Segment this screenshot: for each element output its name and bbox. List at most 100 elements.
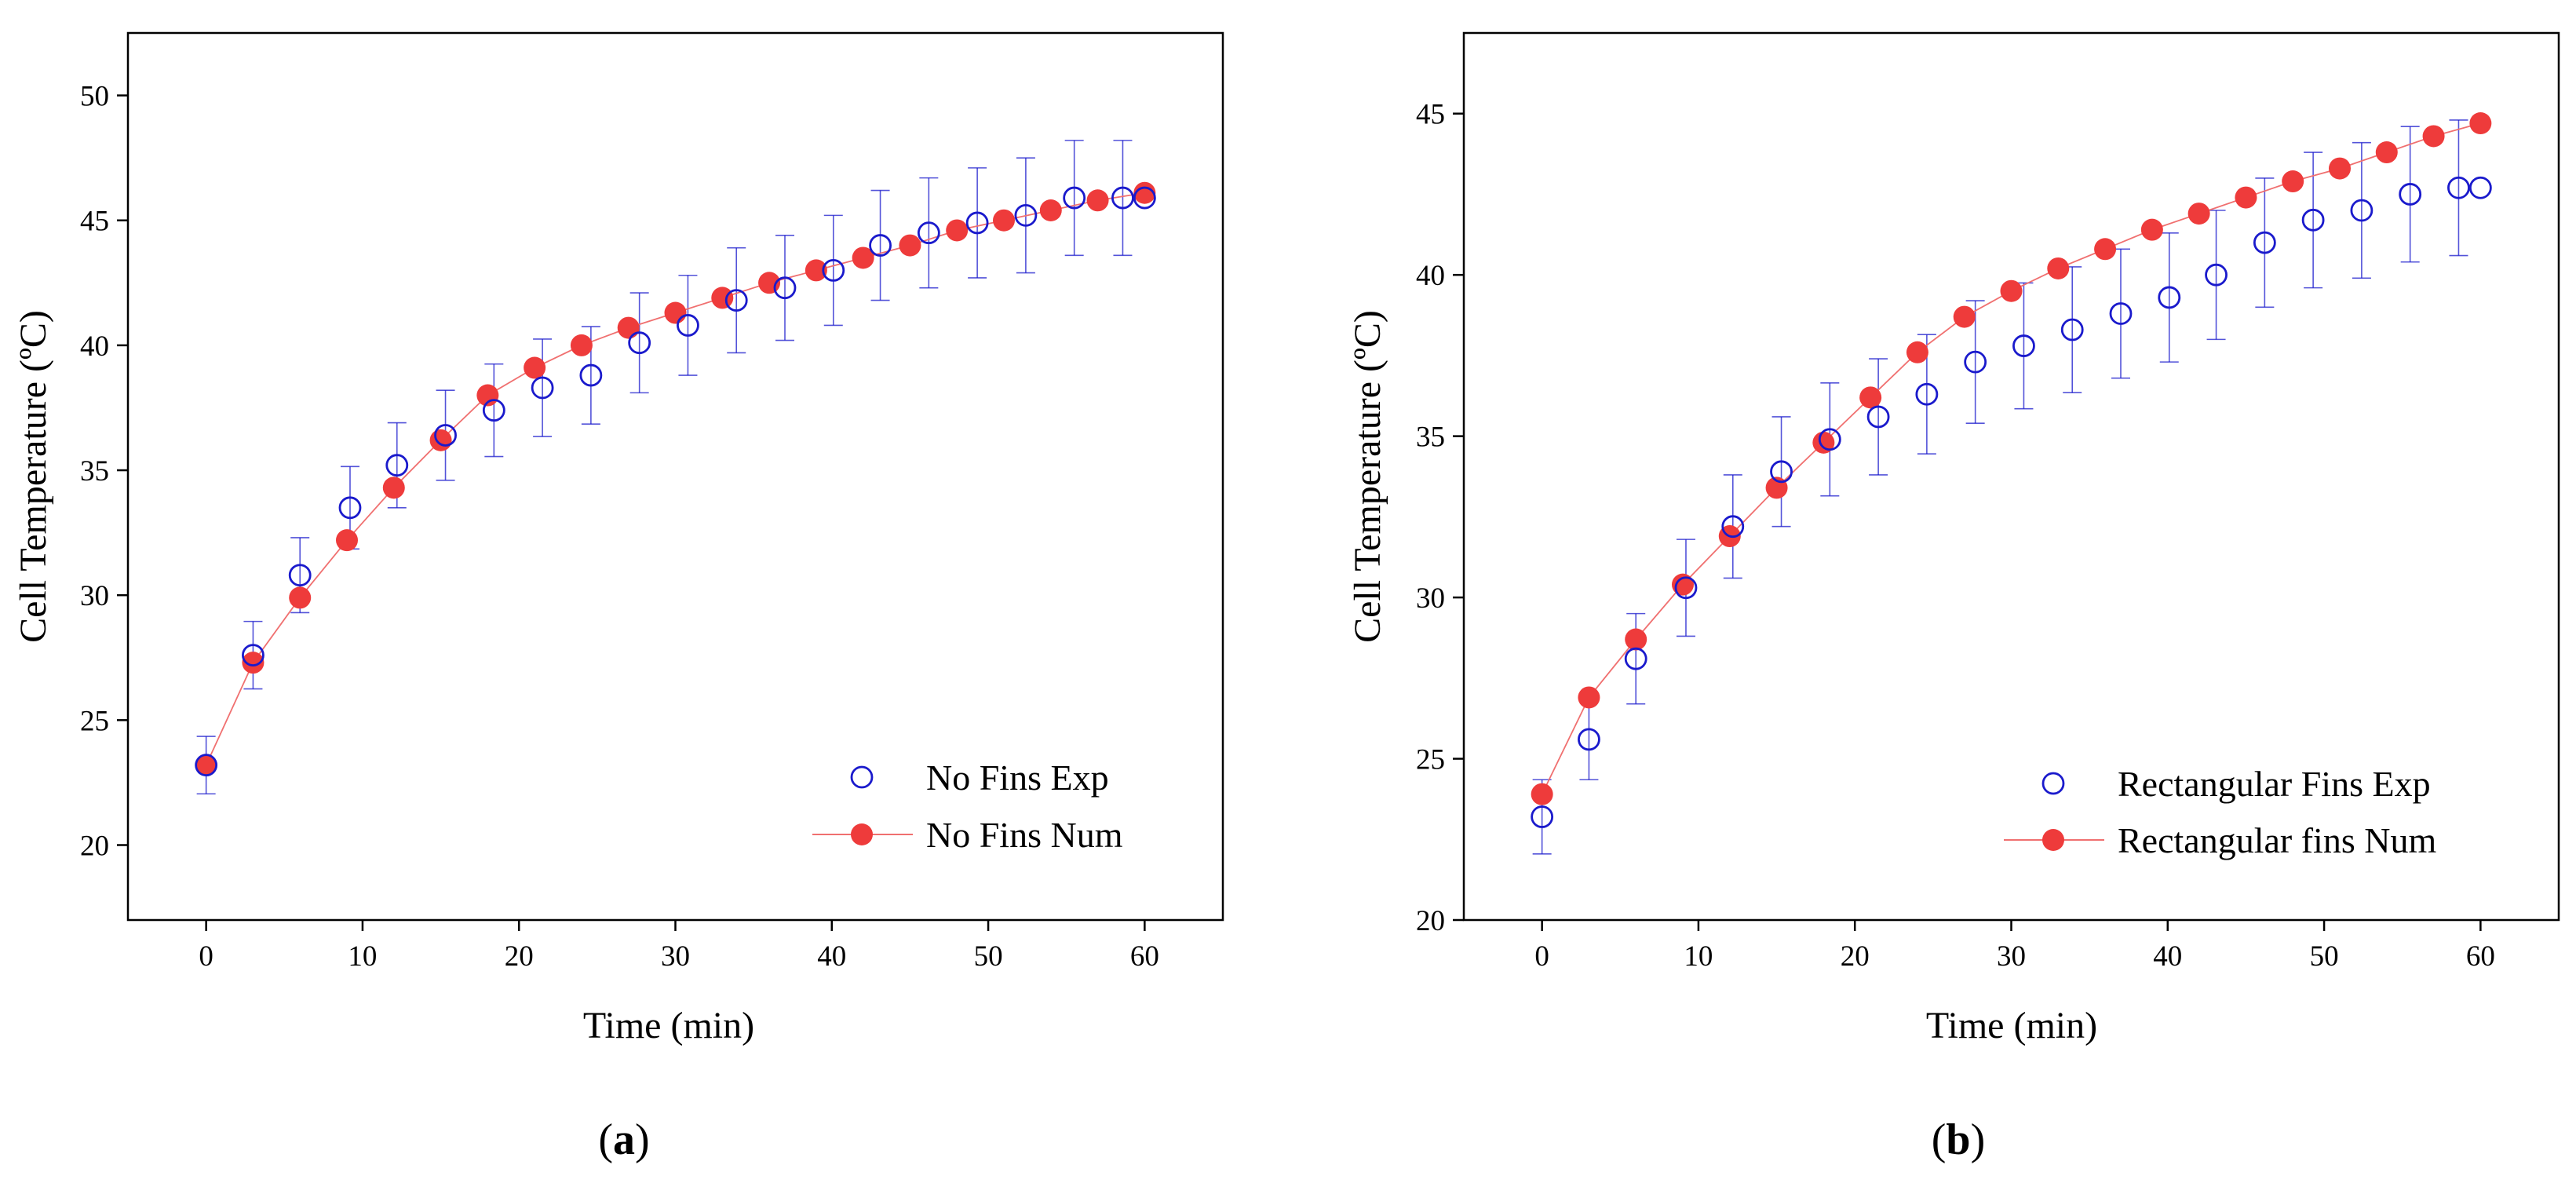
num-point — [852, 246, 874, 269]
axes-b: 0 10 20 30 40 50 60 20 25 30 35 40 45 — [1416, 99, 2495, 973]
y-tick-label: 50 — [80, 81, 109, 113]
num-series-a — [195, 181, 1156, 776]
exp-point — [1964, 350, 1987, 374]
legend-num-marker-a — [851, 823, 873, 845]
y-tick-label: 25 — [80, 705, 109, 737]
y-tick-label: 30 — [80, 580, 109, 612]
x-tick-label: 50 — [2310, 940, 2339, 973]
error-bar — [823, 214, 843, 327]
exp-point — [724, 289, 748, 312]
error-bar — [2304, 152, 2323, 289]
num-point — [2047, 257, 2070, 279]
num-point — [1578, 686, 1600, 709]
num-point — [664, 301, 687, 324]
error-bar — [2255, 177, 2275, 309]
legend-exp-label-b: Rectangular Fins Exp — [2118, 764, 2431, 804]
legend-num-label-b: Rectangular fins Num — [2118, 820, 2436, 860]
num-point — [2140, 218, 2163, 241]
exp-point — [1014, 203, 1038, 227]
legend-exp-marker-b — [2041, 772, 2065, 795]
error-bar — [968, 167, 987, 279]
exp-point — [2205, 263, 2228, 287]
exp-series-b — [1531, 176, 2492, 828]
y-axis-label-a: Cell Temperature (ºC) — [13, 310, 54, 643]
num-point — [2375, 141, 2398, 164]
num-point — [2094, 238, 2117, 261]
exp-point — [917, 221, 940, 245]
num-point — [2282, 170, 2304, 193]
num-point — [1859, 386, 1882, 409]
exp-point — [482, 399, 505, 422]
num-series-line — [1541, 122, 2481, 795]
num-point — [429, 429, 452, 451]
y-tick-label: 35 — [1416, 422, 1445, 454]
exp-point — [628, 331, 651, 355]
y-tick-label: 30 — [1416, 582, 1445, 615]
num-point — [899, 234, 921, 257]
y-axis-label-b: Cell Temperature (ºC) — [1347, 310, 1388, 643]
exp-point — [1578, 728, 1600, 751]
num-point — [1812, 431, 1835, 454]
error-bar — [533, 338, 553, 437]
y-tick-label: 45 — [80, 206, 109, 238]
x-axis-label-b: Time (min) — [1926, 1005, 2097, 1046]
exp-point — [1915, 382, 1939, 406]
error-bar — [2159, 232, 2179, 363]
exp-point — [1063, 186, 1086, 210]
exp-series-a — [195, 186, 1156, 777]
num-point — [711, 287, 734, 309]
exp-point — [1818, 428, 1841, 451]
num-series-line — [205, 192, 1145, 766]
exp-point — [2109, 302, 2133, 325]
error-bar — [484, 363, 504, 458]
exp-point — [1111, 186, 1134, 210]
exp-point — [1721, 515, 1745, 539]
num-point — [1086, 189, 1109, 212]
num-point — [1953, 305, 1976, 328]
x-tick-label: 20 — [505, 940, 534, 973]
num-point — [1531, 783, 1553, 805]
exp-point — [1531, 805, 1554, 828]
x-tick-label: 10 — [1684, 940, 1713, 973]
legend-a: No Fins Exp No Fins Num — [812, 758, 1123, 855]
y-tick-label: 40 — [80, 330, 109, 363]
exp-point — [2060, 318, 2084, 341]
axes-a: 0 10 20 30 40 50 60 20 25 30 35 40 45 50 — [80, 81, 1159, 973]
num-point — [2187, 203, 2210, 225]
exp-point — [579, 363, 603, 387]
legend-num-marker-b — [2042, 829, 2064, 851]
y-tick-label: 35 — [80, 455, 109, 487]
exp-point — [2350, 199, 2373, 222]
error-bar — [919, 177, 939, 289]
num-point — [2000, 279, 2023, 302]
num-point — [242, 652, 265, 674]
panel-label-b: (b) — [1932, 1115, 1985, 1164]
chart-panel-b: 0 10 20 30 40 50 60 20 25 30 35 40 45 Time (min) Cel… — [1347, 31, 2560, 1164]
num-point — [617, 316, 640, 339]
error-bar — [1113, 140, 1133, 257]
error-bar — [1965, 300, 1985, 425]
error-bar — [775, 235, 794, 341]
legend-exp-label-a: No Fins Exp — [926, 758, 1109, 798]
x-tick-label: 20 — [1841, 940, 1870, 973]
x-tick-label: 0 — [199, 940, 213, 973]
num-point — [382, 476, 405, 499]
exp-point — [288, 564, 312, 587]
x-tick-label: 50 — [974, 940, 1003, 973]
legend-b: Rectangular Fins Exp Rectangular fins Nu… — [2004, 764, 2436, 860]
num-point — [2329, 157, 2351, 180]
x-axis-label-a: Time (min) — [583, 1005, 754, 1046]
y-tick-label: 20 — [1416, 905, 1445, 937]
exp-point — [1674, 576, 1698, 600]
error-bar — [2111, 248, 2130, 379]
error-bar — [2063, 266, 2082, 393]
num-point — [289, 586, 312, 609]
exp-point — [195, 754, 218, 777]
x-tick-label: 40 — [2153, 940, 2182, 973]
error-bar — [1064, 140, 1084, 257]
num-point — [1906, 341, 1928, 363]
error-bar — [727, 246, 746, 354]
exp-point — [1133, 186, 1156, 210]
exp-point — [2301, 208, 2325, 232]
